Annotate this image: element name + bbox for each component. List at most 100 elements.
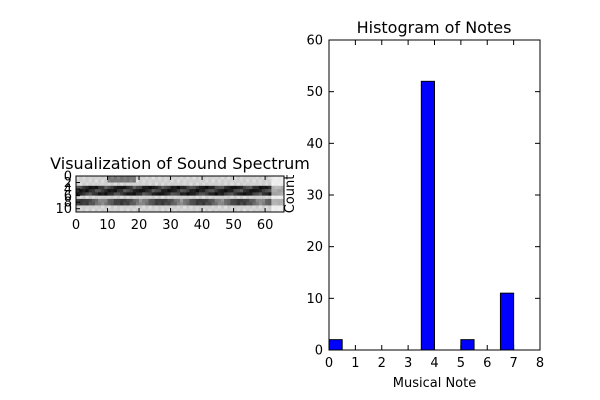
- spectrum-cell: [220, 208, 225, 213]
- spectrum-cell: [135, 198, 140, 203]
- spectrum-cell: [79, 185, 83, 190]
- spectrum-cell: [246, 189, 250, 193]
- spectrum-cell: [280, 208, 285, 213]
- spectrum-cell: [252, 192, 257, 197]
- spectrum-cell: [101, 192, 105, 197]
- spectrum-cell: [123, 179, 127, 183]
- spectrum-cell: [82, 176, 86, 180]
- spectrum-cell: [180, 176, 184, 180]
- spectrum-cell: [176, 176, 181, 180]
- spectrum-cell: [271, 179, 275, 183]
- spectrum-cell: [157, 208, 162, 213]
- spectrum-cell: [220, 179, 225, 183]
- spectrum-cell: [91, 179, 96, 183]
- spectrum-cell: [91, 185, 96, 190]
- spectrum-cell: [249, 208, 253, 213]
- spectrum-cell: [230, 205, 234, 210]
- histogram-bar: [328, 339, 343, 351]
- spectrum-cell: [94, 179, 99, 183]
- spectrum-cell: [233, 176, 238, 180]
- spectrum-cell: [236, 198, 241, 203]
- spectrum-cell: [116, 195, 121, 200]
- spectrum-cell: [126, 205, 130, 210]
- spectrum-cell: [205, 182, 209, 187]
- spectrum-cell: [148, 202, 153, 206]
- spectrum-cell: [230, 189, 234, 193]
- spectrum-cell: [189, 176, 193, 180]
- spectrum-cell: [265, 176, 269, 180]
- spectrum-cell: [173, 202, 178, 206]
- spectrum-cell: [161, 198, 165, 203]
- spectrum-cell: [76, 198, 80, 203]
- spectrum-cell: [277, 185, 282, 190]
- spectrum-cell: [246, 192, 250, 197]
- spectrum-cell: [258, 176, 263, 180]
- spectrum-x-tick-label: 40: [194, 218, 211, 233]
- spectrum-cell: [91, 208, 96, 213]
- spectrum-cell: [88, 195, 93, 200]
- spectrum-cell: [91, 176, 96, 180]
- spectrum-cell: [126, 208, 130, 213]
- spectrum-cell: [243, 198, 247, 203]
- spectrum-cell: [261, 208, 266, 213]
- spectrum-cell: [154, 176, 159, 180]
- spectrum-cell: [120, 176, 124, 180]
- spectrum-cell: [227, 192, 231, 197]
- spectrum-x-ticks: 0 10 20 30 40 50 60: [72, 176, 273, 233]
- spectrum-cell: [277, 195, 282, 200]
- spectrum-cell: [255, 198, 260, 203]
- spectrum-cell: [145, 192, 149, 197]
- spectrum-cell: [186, 185, 190, 190]
- spectrum-cell: [227, 195, 231, 200]
- spectrum-cell: [82, 208, 86, 213]
- spectrum-cell: [271, 202, 275, 206]
- spectrum-cell: [129, 205, 134, 210]
- spectrum-cell: [211, 198, 216, 203]
- spectrum-cell: [214, 202, 219, 206]
- spectrum-cell: [208, 176, 212, 180]
- spectrum-cell: [79, 202, 83, 206]
- spectrum-cell: [252, 185, 257, 190]
- histogram-x-ticks: 0 1 2 3 4 5 6 7 8: [325, 40, 544, 371]
- spectrum-cell: [189, 198, 193, 203]
- spectrum-cell: [280, 205, 285, 210]
- spectrum-cell: [101, 198, 105, 203]
- spectrum-cell: [142, 176, 146, 180]
- spectrum-cell: [101, 202, 105, 206]
- spectrum-cell: [217, 189, 222, 193]
- spectrum-cell: [192, 202, 197, 206]
- spectrum-cell: [101, 195, 105, 200]
- spectrum-cell: [94, 195, 99, 200]
- spectrum-cell: [126, 198, 130, 203]
- spectrum-cell: [101, 182, 105, 187]
- spectrum-cell: [217, 176, 222, 180]
- spectrum-cell: [110, 189, 115, 193]
- spectrum-cell: [151, 179, 156, 183]
- spectrum-cell: [192, 182, 197, 187]
- spectrum-cell: [195, 195, 200, 200]
- spectrum-cell: [94, 208, 99, 213]
- spectrum-cell: [192, 176, 197, 180]
- spectrum-cell: [145, 179, 149, 183]
- spectrum-cell: [227, 185, 231, 190]
- spectrum-cell: [271, 182, 275, 187]
- spectrum-cell: [135, 195, 140, 200]
- spectrum-cell: [76, 208, 80, 213]
- spectrum-cell: [224, 182, 228, 187]
- spectrum-cell: [180, 182, 184, 187]
- spectrum-cell: [261, 195, 266, 200]
- spectrum-cell: [249, 176, 253, 180]
- spectrum-cell: [76, 185, 80, 190]
- spectrum-cell: [170, 205, 175, 210]
- spectrum-cell: [202, 208, 206, 213]
- spectrum-cell: [82, 195, 86, 200]
- spectrum-cell: [88, 205, 93, 210]
- spectrum-cell: [233, 192, 238, 197]
- spectrum-cell: [233, 189, 238, 193]
- spectrum-cell: [132, 198, 137, 203]
- spectrum-cell: [82, 189, 86, 193]
- histogram-y-tick-label: 0: [315, 344, 323, 359]
- spectrum-cell: [202, 189, 206, 193]
- spectrum-cell: [94, 202, 99, 206]
- spectrum-cell: [91, 202, 96, 206]
